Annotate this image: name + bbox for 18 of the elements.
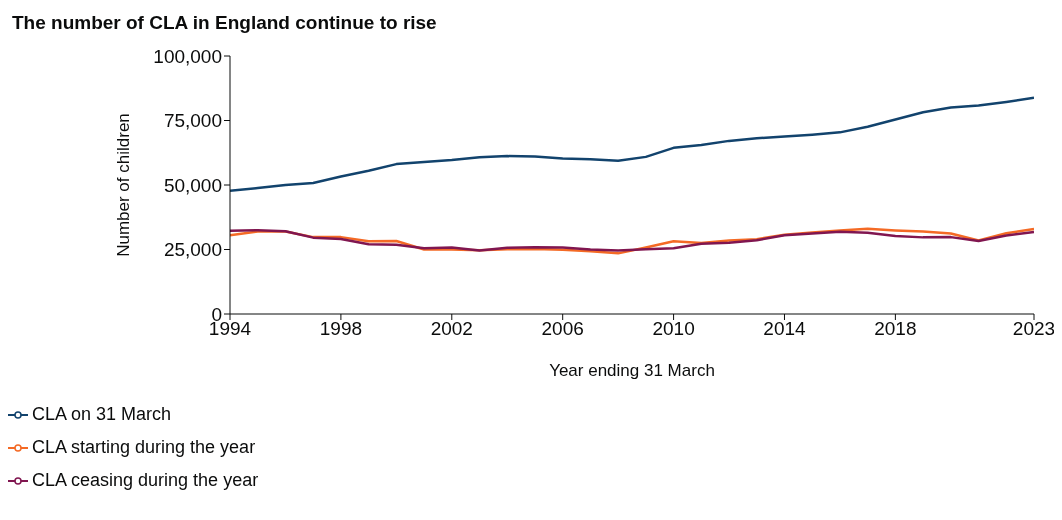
legend-label: CLA ceasing during the year xyxy=(31,469,259,492)
chart-title: The number of CLA in England continue to rise xyxy=(12,12,438,34)
y-tick-label: 25,000 xyxy=(163,239,222,261)
legend-label: CLA starting during the year xyxy=(31,436,256,459)
x-tick-label: 2014 xyxy=(763,318,807,340)
y-tick-label: 50,000 xyxy=(163,174,222,196)
x-tick-label: 2018 xyxy=(874,318,917,340)
x-tick-label: 2002 xyxy=(430,318,473,340)
line-series xyxy=(230,96,1034,192)
x-axis-title: Year ending 31 March xyxy=(549,361,715,380)
y-axis-title: Number of children xyxy=(114,113,134,257)
x-tick-label: 1998 xyxy=(319,318,363,340)
y-tick-label: 100,000 xyxy=(153,45,222,67)
y-tick-label: 75,000 xyxy=(163,110,222,132)
x-tick-label: 2023 xyxy=(1012,318,1056,340)
legend-label: CLA on 31 March xyxy=(31,403,172,426)
x-tick-label: 2006 xyxy=(541,318,584,340)
x-tick-label: 2010 xyxy=(652,318,695,340)
